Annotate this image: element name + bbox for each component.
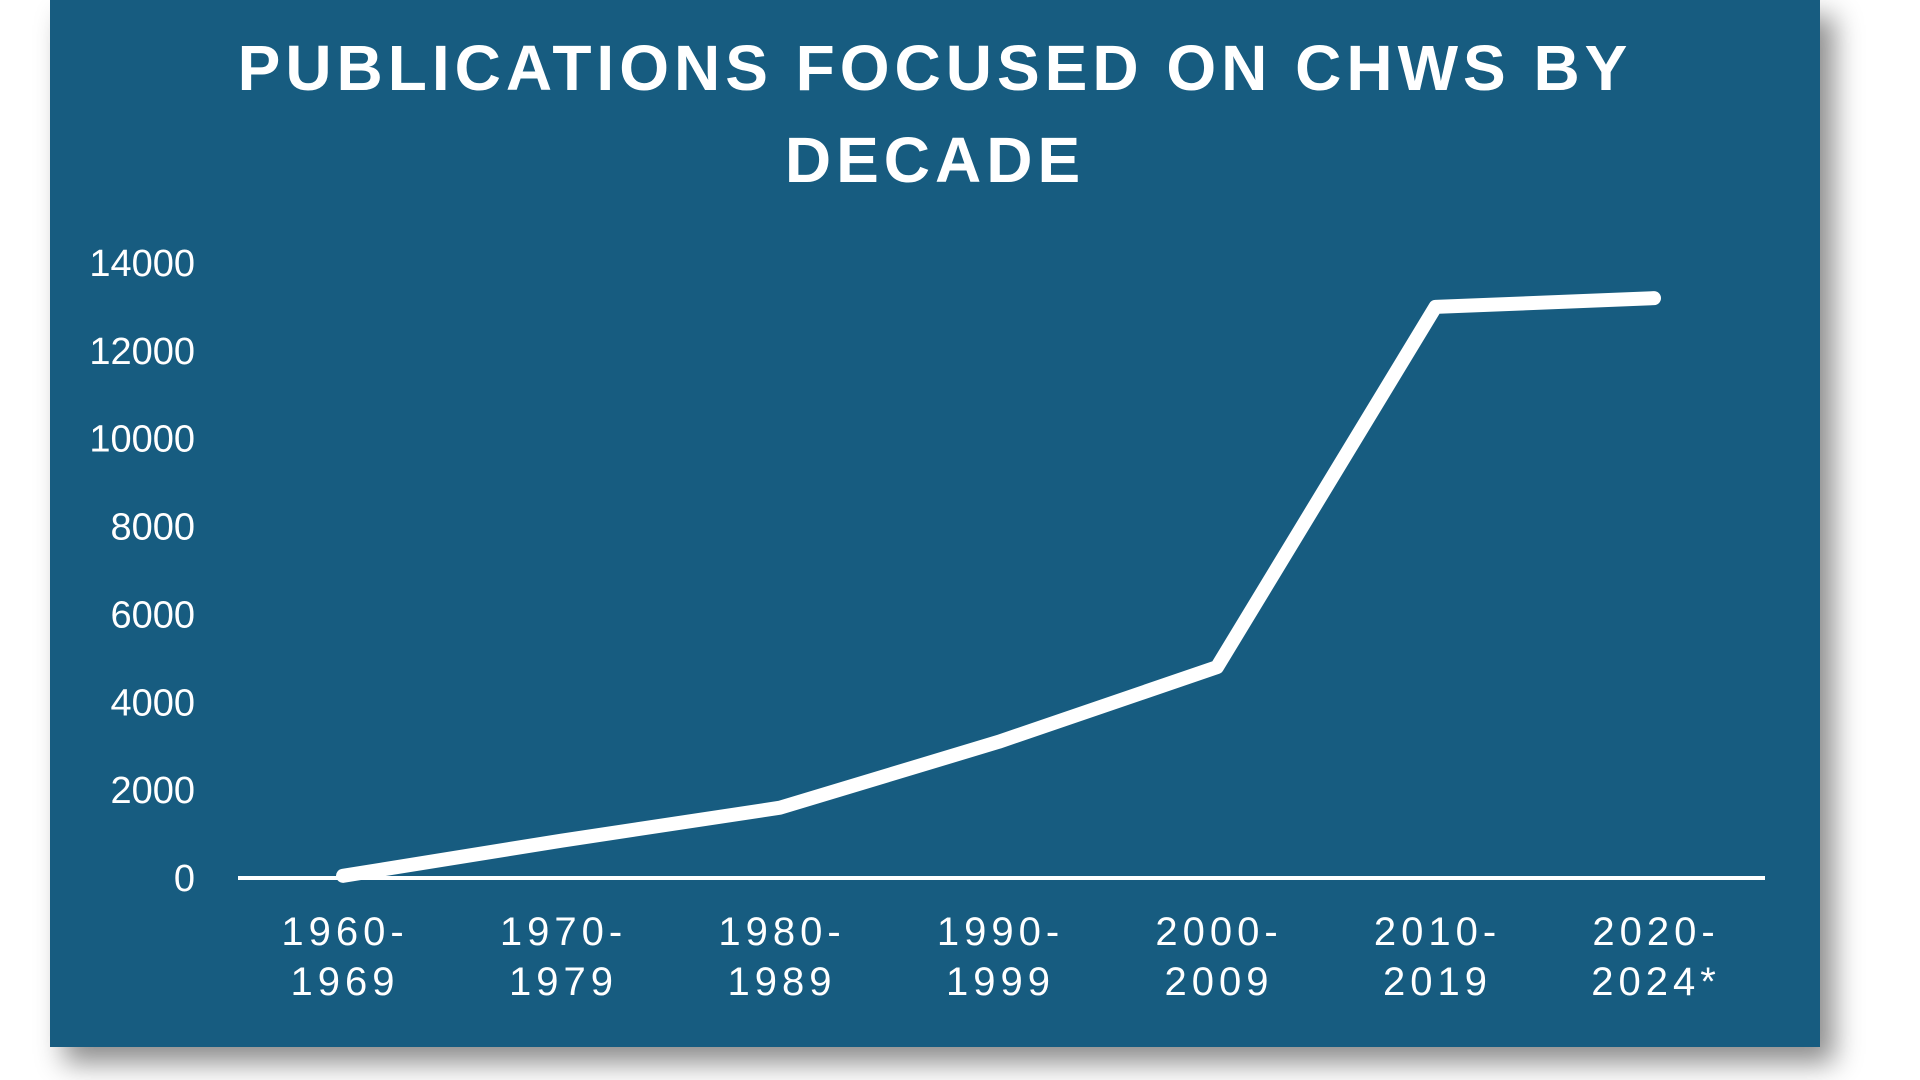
chart-panel: PUBLICATIONS FOCUSED ON CHWS BY DECADE 0… bbox=[50, 0, 1820, 1047]
x-axis-ticks: 1960- 1969 1970- 1979 1980- 1989 1990- 1999 2000… bbox=[281, 910, 1721, 1004]
y-tick-label: 12000 bbox=[89, 331, 195, 373]
x-tick-label-line: 1990- bbox=[937, 910, 1064, 954]
x-tick-label: 1970- 1979 bbox=[500, 910, 627, 1004]
x-tick-label: 2010- 2019 bbox=[1374, 910, 1501, 1004]
y-tick-label: 0 bbox=[174, 858, 195, 900]
chart-title-line-2: DECADE bbox=[784, 124, 1086, 196]
x-tick-label-line: 1999 bbox=[946, 960, 1055, 1004]
series-line bbox=[336, 291, 1661, 883]
y-tick-label: 8000 bbox=[110, 507, 195, 549]
x-tick-label-line: 1989 bbox=[728, 960, 837, 1004]
x-tick-label-line: 2000- bbox=[1155, 910, 1282, 954]
x-tick-label-line: 1960- bbox=[281, 910, 408, 954]
x-tick-label-line: 1969 bbox=[291, 960, 400, 1004]
y-tick-label: 10000 bbox=[89, 419, 195, 461]
y-tick-label: 4000 bbox=[110, 682, 195, 724]
y-tick-label: 14000 bbox=[89, 243, 195, 285]
y-axis-ticks: 0 2000 4000 6000 8000 10000 12000 14000 bbox=[89, 243, 195, 900]
x-tick-label-line: 1979 bbox=[509, 960, 618, 1004]
chart-title-line-1: PUBLICATIONS FOCUSED ON CHWS BY bbox=[237, 32, 1633, 104]
y-tick-label: 6000 bbox=[110, 594, 195, 636]
x-tick-label: 2000- 2009 bbox=[1155, 910, 1282, 1004]
x-tick-label: 1990- 1999 bbox=[937, 910, 1064, 1004]
x-tick-label: 2020- 2024* bbox=[1591, 910, 1721, 1004]
x-tick-label-line: 1980- bbox=[718, 910, 845, 954]
x-tick-label-line: 2009 bbox=[1165, 960, 1274, 1004]
x-tick-label: 1980- 1989 bbox=[718, 910, 845, 1004]
x-tick-label-line: 1970- bbox=[500, 910, 627, 954]
chart-title: PUBLICATIONS FOCUSED ON CHWS BY DECADE bbox=[50, 22, 1820, 206]
y-tick-label: 2000 bbox=[110, 770, 195, 812]
drop-lines bbox=[560, 298, 1656, 874]
x-tick-label-line: 2019 bbox=[1383, 960, 1492, 1004]
x-tick-label: 1960- 1969 bbox=[281, 910, 408, 1004]
x-tick-label-line: 2024* bbox=[1591, 960, 1721, 1004]
x-tick-label-line: 2010- bbox=[1374, 910, 1501, 954]
x-tick-label-line: 2020- bbox=[1592, 910, 1719, 954]
